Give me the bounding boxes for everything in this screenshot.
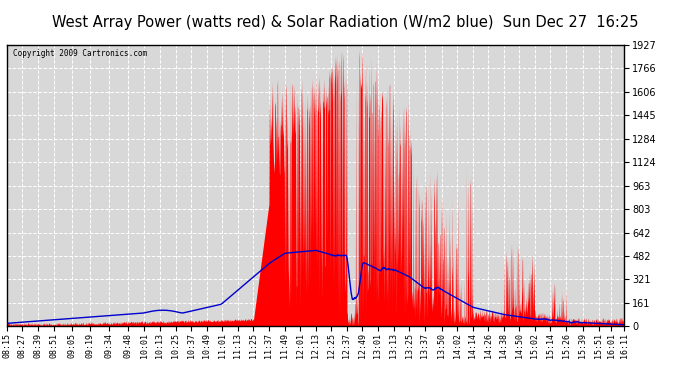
Text: Copyright 2009 Cartronics.com: Copyright 2009 Cartronics.com xyxy=(13,49,147,58)
Text: West Array Power (watts red) & Solar Radiation (W/m2 blue)  Sun Dec 27  16:25: West Array Power (watts red) & Solar Rad… xyxy=(52,15,638,30)
